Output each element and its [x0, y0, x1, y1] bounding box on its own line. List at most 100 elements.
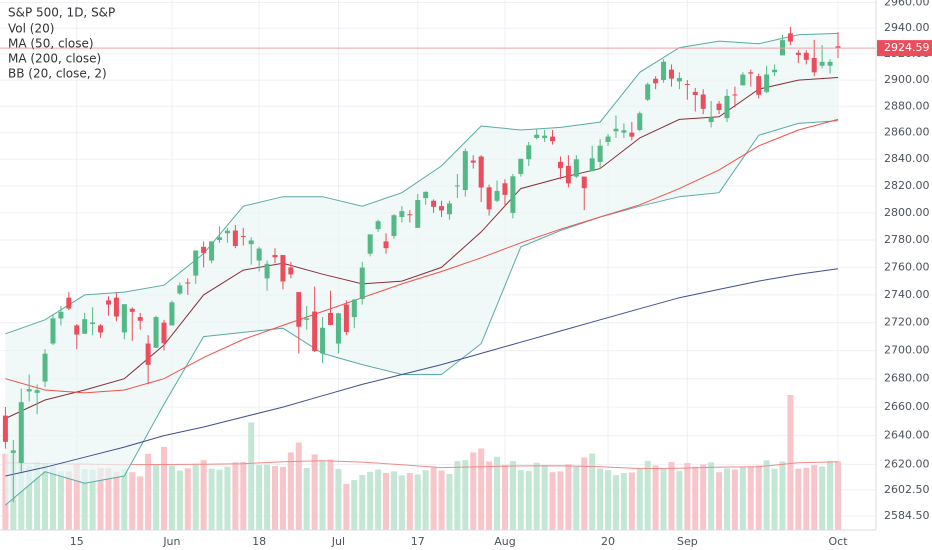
candle-body	[597, 145, 603, 162]
legend-entry: MA (50, close)	[8, 37, 94, 51]
volume-bar	[438, 470, 445, 530]
candle-body	[129, 308, 135, 312]
y-tick-label: 2660.00	[884, 400, 930, 413]
candle-body	[811, 57, 817, 73]
candle-body	[740, 74, 746, 86]
candle-body	[526, 145, 532, 160]
candle-body	[692, 91, 698, 95]
volume-bar	[145, 453, 152, 530]
volume-bar	[795, 468, 802, 530]
volume-bar	[264, 464, 271, 530]
volume-bar	[256, 464, 263, 530]
candle-body	[637, 113, 643, 131]
volume-bar	[708, 462, 715, 530]
candle-body	[121, 304, 127, 333]
candle-body	[716, 103, 722, 111]
volume-bar	[240, 461, 247, 530]
volume-bar	[335, 469, 342, 530]
candle-body	[312, 311, 318, 352]
y-tick-label: 2700.00	[884, 344, 930, 357]
candle-body	[668, 69, 674, 79]
volume-bar	[383, 472, 390, 530]
volume-bar	[652, 465, 659, 530]
volume-bar	[311, 454, 318, 530]
candle-body	[335, 313, 341, 344]
candle-body	[193, 250, 199, 276]
candle-body	[581, 176, 587, 189]
volume-bar	[763, 460, 770, 530]
volume-bar	[414, 474, 421, 530]
volume-bar	[668, 462, 675, 530]
volume-bar	[525, 471, 532, 530]
candle-body	[288, 267, 294, 275]
candle-body	[375, 221, 381, 230]
volume-bar	[137, 476, 144, 530]
volume-bar	[65, 471, 72, 530]
volume-bar	[153, 464, 160, 530]
volume-bar	[486, 461, 493, 530]
volume-bar	[26, 465, 33, 530]
volume-bar	[470, 452, 477, 530]
candle-body	[280, 255, 286, 282]
candle-body	[209, 241, 215, 261]
candle-body	[18, 402, 24, 463]
candle-body	[2, 415, 8, 442]
candle-body	[415, 200, 421, 228]
volume-bar	[390, 471, 397, 530]
candle-body	[446, 203, 452, 215]
volume-bar	[287, 452, 294, 530]
candle-body	[708, 117, 714, 123]
candle-body	[240, 235, 246, 237]
volume-bar	[200, 460, 207, 530]
volume-ma-line	[5, 460, 839, 470]
candle-body	[248, 240, 254, 245]
volume-bar	[557, 471, 564, 530]
volume-bar	[803, 467, 810, 530]
candle-body	[34, 390, 40, 393]
candle-body	[573, 159, 579, 177]
candle-body	[550, 136, 556, 142]
y-tick-label: 2940.00	[884, 21, 930, 34]
y-tick-label: 2680.00	[884, 372, 930, 385]
volume-bar	[478, 448, 485, 530]
candle-body	[764, 74, 770, 92]
volume-bar	[105, 468, 112, 530]
volume-bar	[612, 475, 619, 530]
volume-bar	[81, 469, 88, 530]
volume-bar	[18, 458, 25, 530]
volume-bar	[295, 442, 302, 530]
volume-bar	[827, 461, 834, 530]
volume-bar	[2, 453, 9, 530]
candle-body	[470, 160, 476, 163]
volume-bar	[232, 462, 239, 530]
candle-body	[216, 237, 222, 241]
candle-body	[621, 130, 627, 133]
volume-bar	[747, 466, 754, 530]
candle-body	[724, 95, 730, 119]
y-tick-label: 2860.00	[884, 126, 930, 139]
volume-bar	[406, 472, 413, 530]
chart-title: S&P 500, 1D, S&P	[8, 6, 115, 20]
candle-body	[343, 304, 349, 333]
candle-body	[50, 318, 56, 344]
candle-body	[835, 46, 841, 49]
volume-bar	[57, 471, 64, 530]
candle-body	[407, 214, 413, 216]
volume-bar	[771, 468, 778, 530]
legend-entry: Vol (20)	[8, 22, 54, 36]
candle-body	[201, 246, 207, 254]
y-tick-label: 2602.50	[884, 483, 930, 496]
volume-bar	[303, 468, 310, 530]
candle-body	[399, 211, 405, 217]
volume-bar	[121, 468, 128, 530]
volume-bar	[620, 472, 627, 530]
candle-body	[629, 132, 635, 137]
volume-bar	[422, 470, 429, 530]
candle-body	[605, 136, 611, 142]
x-tick-label: Oct	[828, 535, 848, 548]
x-tick-label: Aug	[494, 535, 515, 548]
y-tick-label: 2880.00	[884, 99, 930, 112]
candle-body	[502, 183, 508, 195]
candle-body	[478, 156, 484, 188]
